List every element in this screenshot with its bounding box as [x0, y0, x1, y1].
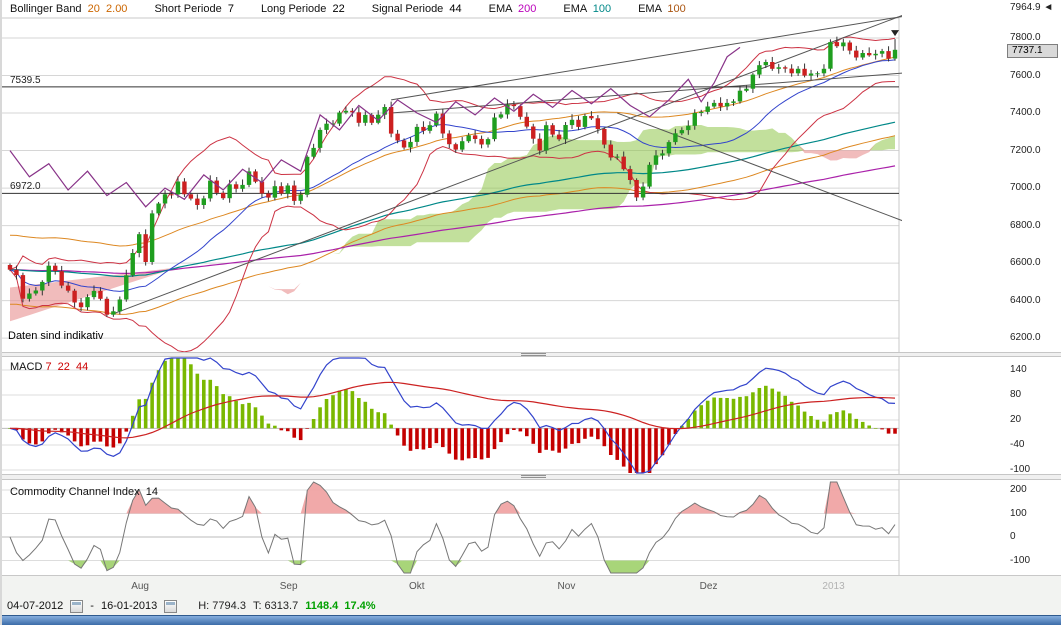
macd-panel[interactable]	[2, 357, 1061, 474]
indicator-label-ema: EMA 200	[488, 3, 537, 15]
calendar-icon[interactable]	[70, 599, 84, 613]
indicator-label-long-periode: Long Periode 22	[260, 3, 345, 15]
bottom-bar	[2, 615, 1061, 625]
indicator-label-short-periode: Short Periode 7	[154, 3, 234, 15]
candles-layer	[7, 36, 898, 317]
panel-splitter[interactable]	[2, 352, 1061, 357]
last-price-arrow-icon	[891, 30, 900, 37]
indicator-label-ema: EMA 100	[638, 3, 686, 15]
indicator-label-bollinger-band: Bollinger Band 20 2.00	[10, 3, 128, 15]
indicator-label-ema: EMA 100	[563, 3, 612, 15]
cci-label: Commodity Channel Index 14	[10, 486, 158, 498]
period-change: 1148.4 17.4%	[305, 600, 376, 612]
month-label-Dez: Dez	[699, 581, 718, 592]
splitter-grip-icon[interactable]	[521, 353, 546, 356]
date-separator: -	[90, 600, 94, 612]
period-high-label: H: 7794.3	[198, 600, 246, 612]
price-chart-panel[interactable]	[2, 0, 1061, 352]
month-label-Sep: Sep	[279, 581, 298, 592]
date-to-field[interactable]: 16-01-2013	[100, 600, 158, 612]
month-label-Okt: Okt	[408, 581, 425, 592]
cci-params: 14	[145, 486, 158, 498]
indicator-bar: Bollinger Band 20 2.00 Short Periode 7 Lon…	[10, 3, 713, 18]
ichimoku-cloud-bull	[10, 125, 895, 290]
time-axis: Aug Sep Okt Nov Dez 2013	[2, 575, 1061, 597]
cci-panel[interactable]	[2, 480, 1061, 575]
status-bar: 04-07-2012 - 16-01-2013 H: 7794.3 T: 631…	[2, 597, 1061, 615]
macd-label-text: MACD	[10, 361, 43, 373]
watermark: Daten sind indikativ	[8, 330, 104, 342]
price-plot-layer	[2, 14, 902, 352]
macd-label: MACD 7 22 44	[10, 361, 88, 373]
date-from-field[interactable]: 04-07-2012	[7, 600, 64, 612]
indicator-label-signal-periode: Signal Periode 44	[371, 3, 462, 15]
period-low-label: T: 6313.7	[252, 600, 299, 612]
panel-splitter[interactable]	[2, 474, 1061, 480]
month-label-Nov: Nov	[557, 581, 576, 592]
cci-label-text: Commodity Channel Index	[10, 486, 140, 498]
month-label-Aug: Aug	[131, 581, 149, 592]
splitter-grip-icon[interactable]	[521, 475, 546, 478]
purple-overlay-line	[9, 46, 741, 208]
macd-params: 7 22 44	[45, 361, 89, 373]
month-label-2013: 2013	[822, 581, 845, 592]
calendar-icon[interactable]	[164, 599, 178, 613]
cci-oversold-fill	[10, 560, 895, 573]
